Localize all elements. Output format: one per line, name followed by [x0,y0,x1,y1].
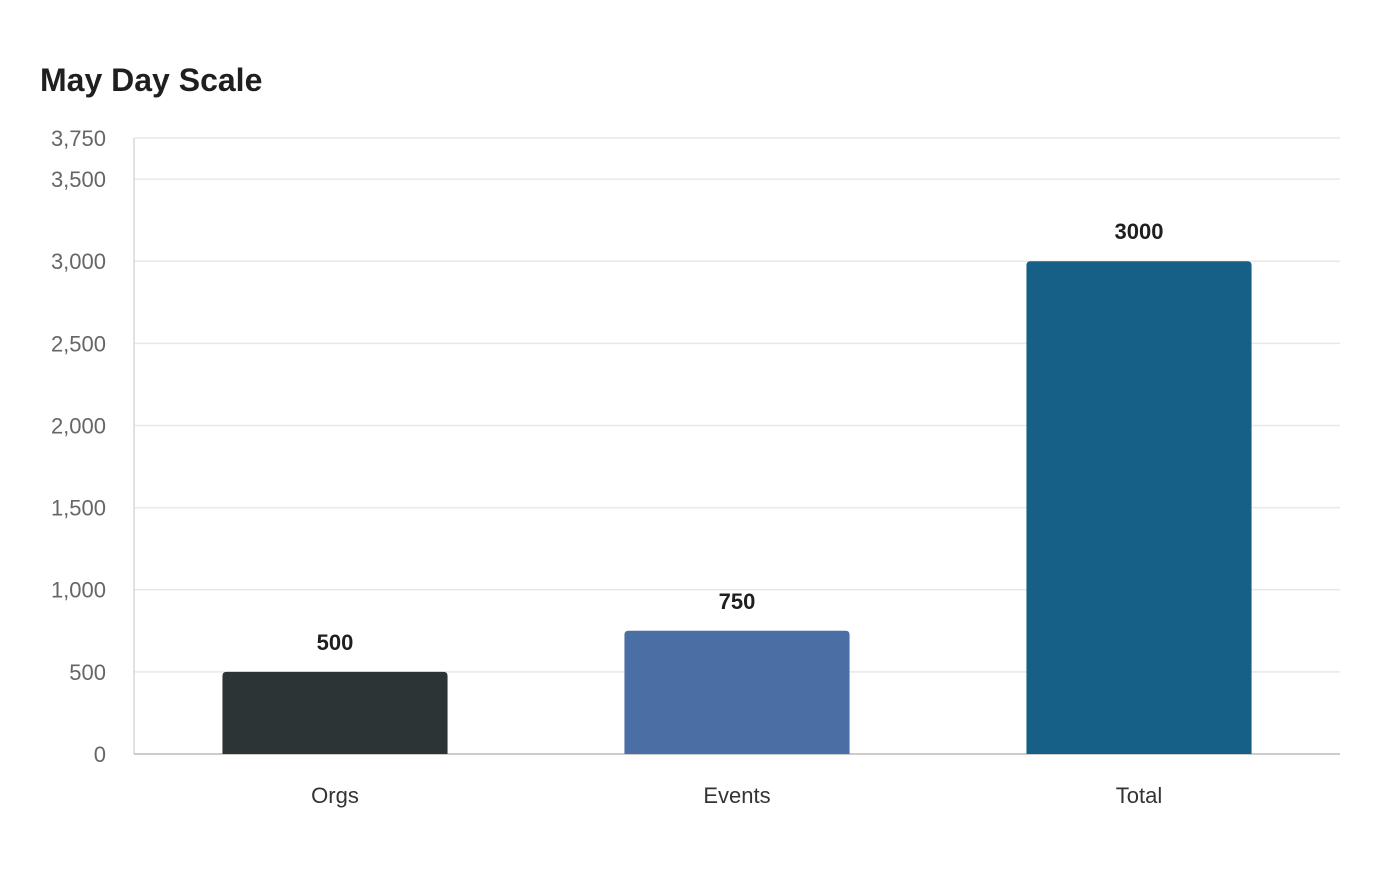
y-tick-label: 2,500 [51,331,106,356]
y-tick-label: 500 [69,660,106,685]
y-tick-label: 3,750 [51,126,106,151]
value-label-events: 750 [719,589,756,614]
bars [222,261,1252,754]
y-tick-labels: 0 500 1,000 1,500 2,000 2,500 3,000 3,500 3,750 [51,126,106,767]
y-tick-label: 2,000 [51,413,106,438]
value-labels: 500 750 3000 [317,219,1164,655]
x-tick-label-total: Total [1116,783,1162,808]
y-tick-label: 3,500 [51,167,106,192]
y-tick-label: 3,000 [51,249,106,274]
x-tick-label-orgs: Orgs [311,783,359,808]
y-tick-label: 1,500 [51,496,106,521]
bar-orgs [222,671,448,754]
chart-title: May Day Scale [40,62,263,98]
y-tick-label: 1,000 [51,578,106,603]
bar-total [1026,261,1252,754]
value-label-orgs: 500 [317,630,354,655]
bar-events [624,630,850,754]
y-tick-label: 0 [94,742,106,767]
x-tick-labels: Orgs Events Total [311,783,1162,808]
x-tick-label-events: Events [703,783,770,808]
value-label-total: 3000 [1115,219,1164,244]
